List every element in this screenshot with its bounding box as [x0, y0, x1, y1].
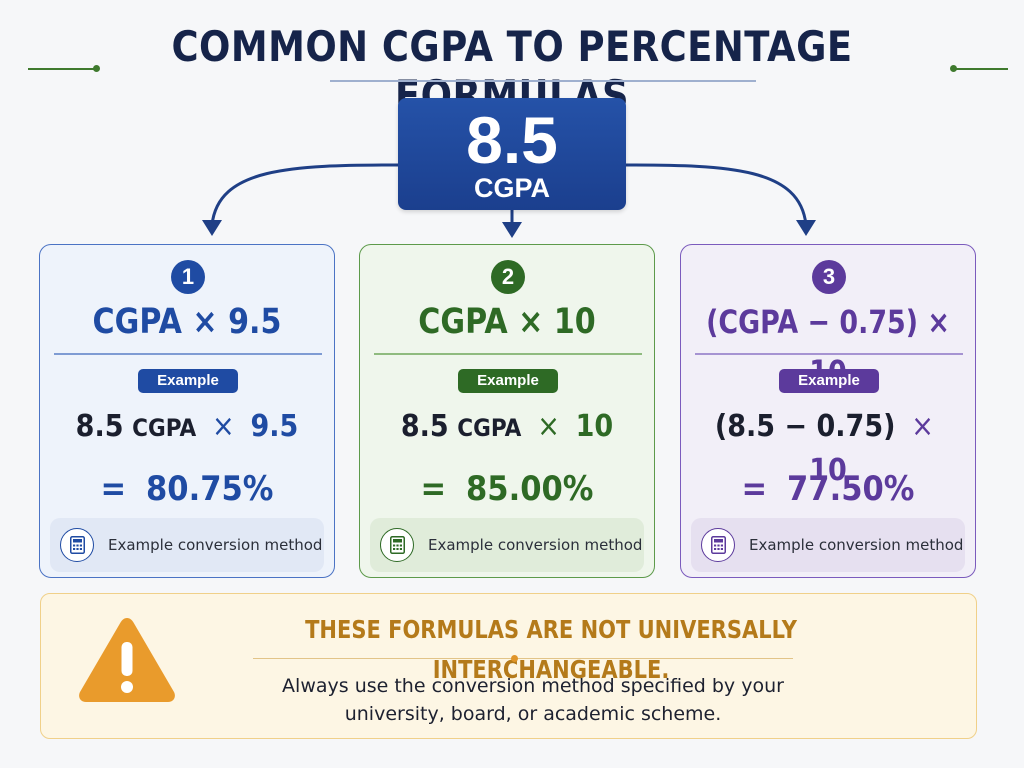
- equals-sign: =: [420, 469, 447, 509]
- calculator-icon: [380, 528, 414, 562]
- card-divider: [374, 353, 642, 355]
- example-calculation: 8.5 CGPA × 10: [375, 405, 640, 450]
- hero-cgpa-box: 8.5 CGPA: [398, 98, 626, 210]
- equals-sign: =: [100, 469, 127, 509]
- title-dot-left: [93, 65, 100, 72]
- title-dot-right: [950, 65, 957, 72]
- calc-operand-a: 8.5: [400, 409, 449, 444]
- equals-sign: =: [741, 469, 768, 509]
- example-result: = 85.00%: [375, 467, 640, 511]
- method-text: Example conversion method: [749, 536, 964, 554]
- card-formula: CGPA × 9.5: [92, 302, 282, 342]
- card-number-badge: 3: [812, 260, 846, 294]
- card-number-badge: 2: [491, 260, 525, 294]
- example-badge: Example: [458, 369, 558, 393]
- example-badge: Example: [779, 369, 879, 393]
- calc-operator: ×: [212, 409, 235, 444]
- title-underline: [330, 80, 756, 82]
- result-value: 80.75%: [145, 469, 274, 509]
- example-result: = 80.75%: [55, 467, 320, 511]
- calculator-icon: [60, 528, 94, 562]
- arrow-head-2: [502, 222, 522, 238]
- result-value: 85.00%: [465, 469, 594, 509]
- result-value: 77.50%: [786, 469, 915, 509]
- calc-unit: CGPA: [457, 414, 522, 442]
- warning-divider-dot: [511, 655, 518, 662]
- card-divider: [54, 353, 322, 355]
- formula-card-1: 1 CGPA × 9.5 Example 8.5 CGPA × 9.5 = 80.…: [39, 244, 335, 578]
- calc-operand-a: 8.5: [75, 409, 124, 444]
- calc-operand-b: 9.5: [250, 409, 299, 444]
- title-rule-right: [956, 68, 1008, 70]
- arrow-head-1: [202, 220, 222, 236]
- card-divider: [695, 353, 963, 355]
- calc-operand-b: 10: [809, 453, 847, 488]
- calc-unit: CGPA: [132, 414, 197, 442]
- example-calculation: (8.5 − 0.75) × 10: [696, 405, 961, 493]
- hero-value: 8.5: [466, 103, 558, 177]
- warning-text: Always use the conversion method specifi…: [191, 672, 875, 728]
- example-calculation: 8.5 CGPA × 9.5: [55, 405, 320, 450]
- arrow-head-3: [796, 220, 816, 236]
- calc-operator: ×: [911, 409, 934, 444]
- warning-title: THESE FORMULAS ARE NOT UNIVERSALLY INTER…: [305, 615, 797, 684]
- warning-divider: [253, 658, 793, 659]
- warning-triangle-icon: [79, 618, 175, 702]
- calc-operator: ×: [537, 409, 560, 444]
- calc-operand-b: 10: [575, 409, 614, 444]
- warning-text-line-1: Always use the conversion method specifi…: [282, 675, 784, 697]
- formula-card-3: 3 (CGPA − 0.75) × 10 Example (8.5 − 0.75…: [680, 244, 976, 578]
- calculator-icon: [701, 528, 735, 562]
- hero-label: CGPA: [473, 173, 550, 203]
- example-badge: Example: [138, 369, 238, 393]
- method-note: Example conversion method: [50, 518, 324, 572]
- method-note: Example conversion method: [691, 518, 965, 572]
- card-number-badge: 1: [171, 260, 205, 294]
- calc-operand-a: (8.5 − 0.75): [714, 409, 896, 444]
- card-formula: CGPA × 10: [418, 302, 596, 342]
- arrow-to-card-1: [210, 163, 399, 226]
- formula-card-2: 2 CGPA × 10 Example 8.5 CGPA × 10 = 85.00…: [359, 244, 655, 578]
- warning-text-line-2: university, board, or academic scheme.: [344, 703, 722, 725]
- warning-panel: THESE FORMULAS ARE NOT UNIVERSALLY INTER…: [40, 593, 977, 739]
- example-result: = 77.50%: [696, 467, 961, 511]
- method-note: Example conversion method: [370, 518, 644, 572]
- method-text: Example conversion method: [428, 536, 643, 554]
- arrow-to-card-3: [625, 163, 808, 226]
- title-rule-left: [28, 68, 94, 70]
- method-text: Example conversion method: [108, 536, 323, 554]
